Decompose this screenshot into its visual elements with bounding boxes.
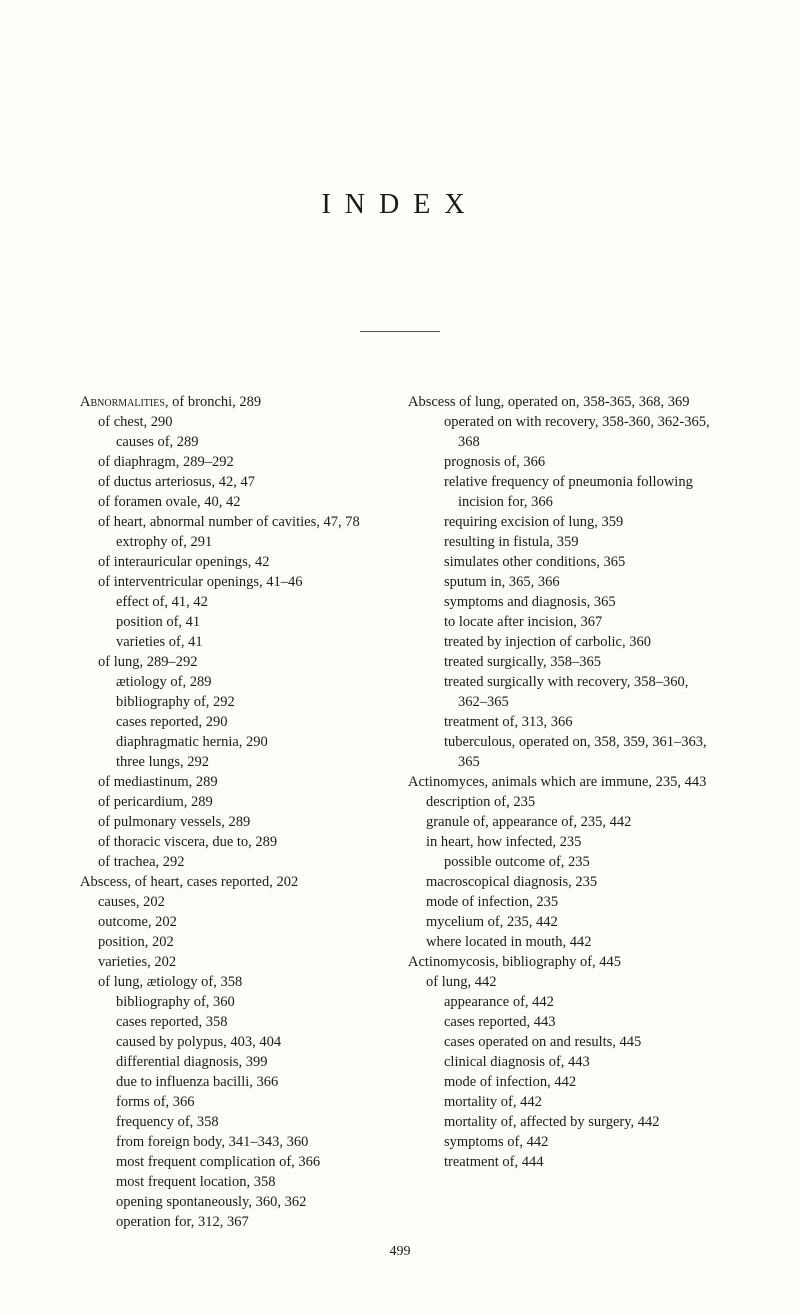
index-columns: Abnormalities, of bronchi, 289of chest, … [80, 392, 720, 1232]
index-entry: Abscess of lung, operated on, 358-365, 3… [408, 392, 720, 412]
index-entry: mode of infection, 442 [444, 1072, 720, 1092]
index-entry: in heart, how infected, 235 [426, 832, 720, 852]
heading-divider [360, 331, 440, 332]
index-entry: caused by polypus, 403, 404 [116, 1032, 392, 1052]
index-entry: symptoms and diagnosis, 365 [444, 592, 720, 612]
index-entry: varieties, 202 [98, 952, 392, 972]
index-entry: to locate after incision, 367 [444, 612, 720, 632]
index-entry: cases reported, 443 [444, 1012, 720, 1032]
index-entry: treated surgically, 358–365 [444, 652, 720, 672]
index-entry: treatment of, 313, 366 [444, 712, 720, 732]
left-column: Abnormalities, of bronchi, 289of chest, … [80, 392, 392, 1232]
index-entry: position, 202 [98, 932, 392, 952]
index-entry: three lungs, 292 [116, 752, 392, 772]
index-entry: of foramen ovale, 40, 42 [98, 492, 392, 512]
index-entry: varieties of, 41 [116, 632, 392, 652]
index-entry: Actinomyces, animals which are immune, 2… [408, 772, 720, 792]
index-entry: prognosis of, 366 [444, 452, 720, 472]
index-entry: of mediastinum, 289 [98, 772, 392, 792]
index-entry: where located in mouth, 442 [426, 932, 720, 952]
index-entry: cases reported, 290 [116, 712, 392, 732]
index-entry: diaphragmatic hernia, 290 [116, 732, 392, 752]
index-entry: of interventricular openings, 41–46 [98, 572, 392, 592]
index-entry: due to influenza bacilli, 366 [116, 1072, 392, 1092]
index-entry: requiring excision of lung, 359 [444, 512, 720, 532]
index-entry: symptoms of, 442 [444, 1132, 720, 1152]
index-entry: clinical diagnosis of, 443 [444, 1052, 720, 1072]
index-entry: of lung, 442 [426, 972, 720, 992]
index-entry: forms of, 366 [116, 1092, 392, 1112]
index-entry: of heart, abnormal number of cavities, 4… [98, 512, 392, 532]
index-entry: tuberculous, operated on, 358, 359, 361–… [444, 732, 720, 772]
document-page: INDEX Abnormalities, of bronchi, 289of c… [0, 0, 800, 1314]
index-entry: mycelium of, 235, 442 [426, 912, 720, 932]
index-entry: from foreign body, 341–343, 360 [116, 1132, 392, 1152]
index-entry: of lung, ætiology of, 358 [98, 972, 392, 992]
index-entry: opening spontaneously, 360, 362 [116, 1192, 392, 1212]
index-entry: of trachea, 292 [98, 852, 392, 872]
index-entry: effect of, 41, 42 [116, 592, 392, 612]
index-entry: of thoracic viscera, due to, 289 [98, 832, 392, 852]
page-number: 499 [80, 1244, 720, 1260]
right-column: Abscess of lung, operated on, 358-365, 3… [408, 392, 720, 1232]
index-entry: mortality of, 442 [444, 1092, 720, 1112]
index-entry: relative frequency of pneumonia followin… [444, 472, 720, 512]
index-entry: of diaphragm, 289–292 [98, 452, 392, 472]
index-entry: of interauricular openings, 42 [98, 552, 392, 572]
index-entry: Abscess, of heart, cases reported, 202 [80, 872, 392, 892]
index-entry: Abnormalities, of bronchi, 289 [80, 392, 392, 412]
index-entry: bibliography of, 292 [116, 692, 392, 712]
index-entry: of lung, 289–292 [98, 652, 392, 672]
index-entry: sputum in, 365, 366 [444, 572, 720, 592]
index-entry: appearance of, 442 [444, 992, 720, 1012]
index-entry: differential diagnosis, 399 [116, 1052, 392, 1072]
index-headword: Abnormalities [80, 394, 165, 410]
index-entry: most frequent location, 358 [116, 1172, 392, 1192]
index-entry: frequency of, 358 [116, 1112, 392, 1132]
index-entry: operation for, 312, 367 [116, 1212, 392, 1232]
index-entry: Actinomycosis, bibliography of, 445 [408, 952, 720, 972]
index-entry: position of, 41 [116, 612, 392, 632]
index-entry: ætiology of, 289 [116, 672, 392, 692]
index-entry: causes, 202 [98, 892, 392, 912]
index-entry: granule of, appearance of, 235, 442 [426, 812, 720, 832]
index-heading: INDEX [80, 189, 720, 221]
index-entry: of pericardium, 289 [98, 792, 392, 812]
index-entry: of chest, 290 [98, 412, 392, 432]
index-entry: most frequent complication of, 366 [116, 1152, 392, 1172]
index-entry: resulting in fistula, 359 [444, 532, 720, 552]
index-entry: mortality of, affected by surgery, 442 [444, 1112, 720, 1132]
index-entry: treated by injection of carbolic, 360 [444, 632, 720, 652]
index-entry: treatment of, 444 [444, 1152, 720, 1172]
index-entry: outcome, 202 [98, 912, 392, 932]
index-entry: simulates other conditions, 365 [444, 552, 720, 572]
index-entry: cases reported, 358 [116, 1012, 392, 1032]
index-entry: bibliography of, 360 [116, 992, 392, 1012]
index-entry: possible outcome of, 235 [444, 852, 720, 872]
index-entry: of pulmonary vessels, 289 [98, 812, 392, 832]
index-entry: treated surgically with recovery, 358–36… [444, 672, 720, 712]
index-entry: cases operated on and results, 445 [444, 1032, 720, 1052]
index-entry: causes of, 289 [116, 432, 392, 452]
index-entry: mode of infection, 235 [426, 892, 720, 912]
index-entry: of ductus arteriosus, 42, 47 [98, 472, 392, 492]
index-entry: description of, 235 [426, 792, 720, 812]
index-entry: extrophy of, 291 [116, 532, 392, 552]
index-entry: operated on with recovery, 358-360, 362-… [444, 412, 720, 452]
index-entry: macroscopical diagnosis, 235 [426, 872, 720, 892]
